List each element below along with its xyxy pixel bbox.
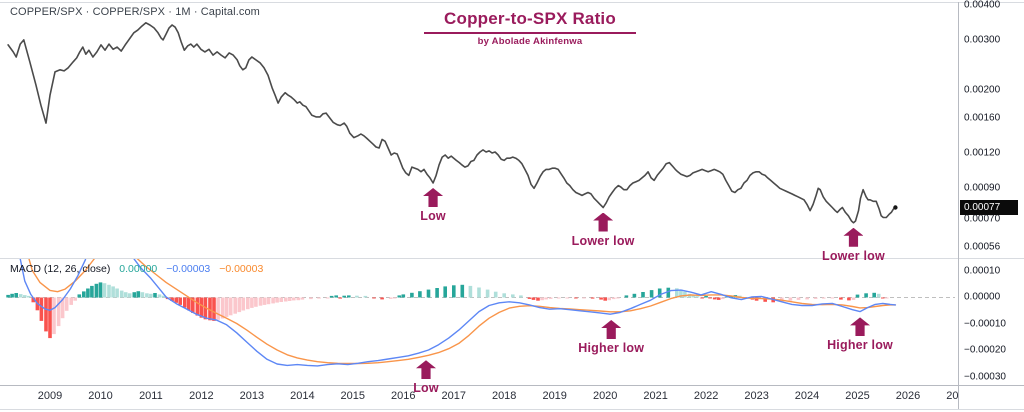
price-axis-label: 0.00300 xyxy=(964,34,1001,46)
time-axis-label-2019: 2019 xyxy=(542,390,567,402)
chart-title-block: Copper-to-SPX Ratio by Abolade Akinfenwa xyxy=(424,9,636,47)
time-axis-label-2026: 2026 xyxy=(895,390,921,402)
time-axis-label-2018: 2018 xyxy=(491,390,517,402)
time-axis-label-2020: 2020 xyxy=(592,390,618,402)
macd-axis-label: −0.00010 xyxy=(964,318,1006,329)
macd-axis-label: 0.00000 xyxy=(964,291,1001,303)
annotation-label: Low xyxy=(420,209,446,223)
price-axis-label: 0.00160 xyxy=(964,112,1001,124)
macd-indicator-legend[interactable]: MACD (12, 26, close) 0.00000 −0.00003 −0… xyxy=(10,263,269,275)
time-axis-label-2011: 2011 xyxy=(139,390,163,402)
time-axis-label-2024: 2024 xyxy=(794,390,820,402)
time-axis-label-2015: 2015 xyxy=(340,390,366,402)
time-axis[interactable]: 2009 2010 2011 2012 2013 2014 2015 2016 2017 2018… xyxy=(0,390,958,406)
time-axis-label-2012: 2012 xyxy=(189,390,214,402)
macd-axis-label: −0.00030 xyxy=(964,371,1006,382)
macd-histogram-value: 0.00000 xyxy=(119,263,158,275)
price-axis-label: 0.00056 xyxy=(964,241,1001,253)
title-underline xyxy=(424,32,636,34)
annotation-label: Lower low xyxy=(822,248,885,263)
price-axis-label: 0.00070 xyxy=(964,213,1001,225)
macd-axis-label: −0.00020 xyxy=(964,344,1006,356)
time-axis-label-2014: 2014 xyxy=(290,390,315,402)
time-axis-label-2013: 2013 xyxy=(239,390,265,402)
price-axis-label: 0.00400 xyxy=(964,0,1001,11)
time-axis-label-2023: 2023 xyxy=(744,390,769,402)
time-axis-label-2010: 2010 xyxy=(88,390,113,402)
annotation-label: Lower low xyxy=(571,233,635,248)
annotation-label: Higher low xyxy=(827,338,893,353)
annotation-label: Higher low xyxy=(578,341,645,355)
time-axis-label-2021: 2021 xyxy=(643,390,668,402)
annotation-label: Low xyxy=(413,381,439,396)
macd-legend-label: MACD (12, 26, close) xyxy=(10,263,111,275)
last-price-badge: 0.00077 xyxy=(960,200,1018,215)
time-axis-label-2022: 2022 xyxy=(693,390,719,402)
symbol-title[interactable]: COPPER/SPX · COPPER/SPX · 1M · Capital.c… xyxy=(10,6,260,18)
time-axis-label-2016: 2016 xyxy=(391,390,416,402)
macd-line-value: −0.00003 xyxy=(166,263,211,275)
price-axis-label: 0.00200 xyxy=(964,84,1001,96)
macd-axis-label: 0.00010 xyxy=(964,265,1001,276)
price-axis-label: 0.00090 xyxy=(964,182,1001,194)
chart-subtitle: by Abolade Akinfenwa xyxy=(477,36,583,47)
time-axis-label-2025: 2025 xyxy=(845,390,870,402)
time-axis-label-2027: 2027 xyxy=(946,390,958,402)
time-axis-label-2017: 2017 xyxy=(441,390,467,402)
time-axis-label-2009: 2009 xyxy=(37,390,63,402)
chart-title: Copper-to-SPX Ratio xyxy=(444,9,616,28)
macd-signal-value: −0.00003 xyxy=(219,263,264,275)
price-axis-label: 0.00120 xyxy=(964,147,1001,159)
